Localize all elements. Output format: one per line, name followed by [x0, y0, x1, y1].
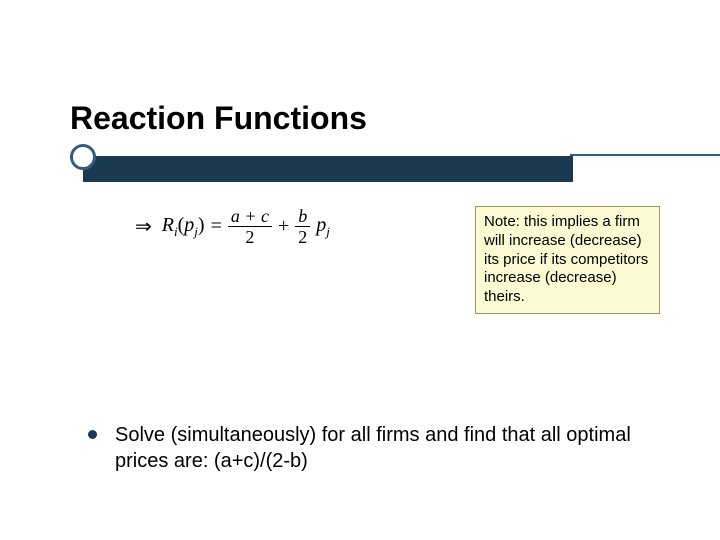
bullet-text: Solve (simultaneously) for all firms and… [115, 422, 670, 474]
eq-rhs-var: pj [316, 214, 330, 240]
body-bullet: Solve (simultaneously) for all firms and… [88, 422, 670, 474]
circle-decoration [70, 144, 96, 170]
slide: Reaction Functions ⇒ Ri(pj) = a + c 2 + … [0, 0, 720, 540]
equation: ⇒ Ri(pj) = a + c 2 + b 2 pj [135, 206, 330, 247]
fraction-2: b 2 [295, 206, 310, 247]
eq-lhs: Ri(pj) [162, 214, 205, 240]
equals-sign: = [211, 215, 222, 238]
fraction-1: a + c 2 [228, 206, 272, 247]
note-callout: Note: this implies a firm will increase … [475, 206, 660, 314]
thin-line-decoration [570, 154, 720, 156]
title-underline [70, 147, 720, 167]
bullet-dot-icon [88, 430, 97, 439]
plus-sign: + [278, 215, 289, 238]
note-text: Note: this implies a firm will increase … [484, 213, 648, 305]
implies-arrow: ⇒ [135, 214, 152, 239]
title-region: Reaction Functions [0, 0, 720, 167]
dark-bar-decoration [83, 156, 573, 182]
slide-title: Reaction Functions [0, 100, 720, 137]
